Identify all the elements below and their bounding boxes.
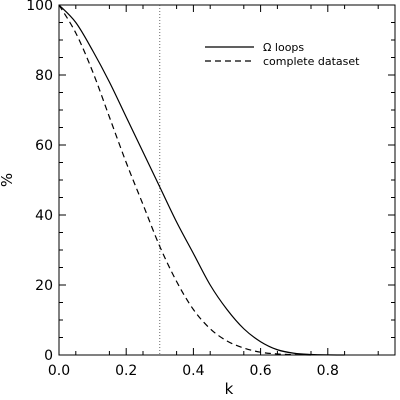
x-tick-label: 0.8 — [317, 363, 339, 379]
y-tick-label: 100 — [26, 0, 53, 14]
x-tick-label: 0.0 — [48, 363, 70, 379]
y-tick-label: 60 — [35, 138, 53, 154]
legend: Ω loops complete dataset — [205, 41, 360, 68]
x-tick-label: 0.6 — [249, 363, 271, 379]
x-ticks: 0.0 0.2 0.4 0.6 0.8 — [48, 5, 379, 379]
y-axis-label: % — [0, 173, 16, 187]
legend-label-omega-loops: Ω loops — [263, 41, 304, 54]
y-tick-label: 40 — [35, 208, 53, 224]
y-ticks: 0 20 40 60 80 100 — [26, 0, 395, 364]
series-line-1 — [58, 4, 312, 356]
legend-label-complete-dataset: complete dataset — [263, 55, 360, 68]
x-axis-label: k — [225, 380, 234, 398]
series-layer — [58, 4, 345, 356]
y-tick-label: 20 — [35, 278, 53, 294]
y-tick-label: 80 — [35, 68, 53, 84]
x-tick-label: 0.2 — [115, 363, 137, 379]
series-line-0 — [58, 4, 345, 356]
x-tick-label: 0.4 — [182, 363, 204, 379]
y-tick-label: 0 — [44, 348, 53, 364]
